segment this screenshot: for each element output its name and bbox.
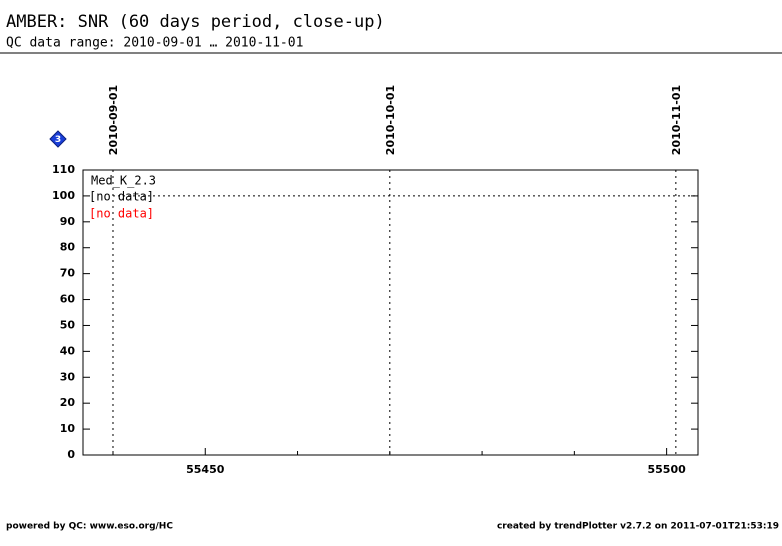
y-tick-label: 100 bbox=[52, 189, 75, 202]
y-tick-label: 40 bbox=[60, 344, 76, 357]
y-tick-label: 10 bbox=[60, 422, 76, 435]
legend-entry: [no data] bbox=[89, 207, 154, 221]
y-tick-label: 30 bbox=[60, 370, 76, 383]
y-tick-label: 90 bbox=[60, 215, 76, 228]
x-tick-label: 55450 bbox=[186, 463, 225, 476]
y-tick-label: 20 bbox=[60, 396, 76, 409]
date-label: 2010-09-01 bbox=[107, 85, 120, 155]
y-tick-label: 110 bbox=[52, 163, 75, 176]
y-tick-label: 0 bbox=[67, 448, 75, 461]
badge-diamond bbox=[49, 130, 67, 148]
y-tick-label: 50 bbox=[60, 318, 76, 331]
badge: 3 bbox=[49, 130, 67, 148]
footer-right: created by trendPlotter v2.7.2 on 2011-0… bbox=[497, 522, 779, 532]
y-tick-label: 60 bbox=[60, 293, 76, 306]
chart-subtitle: QC data range: 2010-09-01 … 2010-11-01 bbox=[6, 36, 303, 51]
badge-label: 3 bbox=[55, 135, 61, 145]
footer-left: powered by QC: www.eso.org/HC bbox=[6, 522, 173, 532]
y-tick-label: 80 bbox=[60, 241, 76, 254]
y-tick-label: 70 bbox=[60, 267, 76, 280]
legend-entry: [no data] bbox=[89, 190, 154, 204]
plot-frame bbox=[82, 169, 699, 456]
date-label: 2010-10-01 bbox=[384, 85, 397, 155]
date-label: 2010-11-01 bbox=[670, 85, 683, 155]
chart-title: AMBER: SNR (60 days period, close-up) bbox=[6, 12, 385, 32]
x-tick-label: 55500 bbox=[647, 463, 686, 476]
legend-title: Med_K_2.3 bbox=[91, 174, 156, 188]
